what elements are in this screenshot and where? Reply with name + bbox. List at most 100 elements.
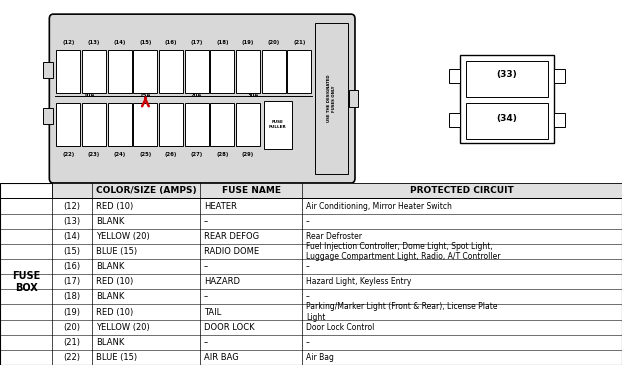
- Text: BLANK: BLANK: [96, 217, 124, 226]
- Text: –: –: [306, 262, 310, 271]
- Bar: [52, 182, 622, 199]
- Text: (27): (27): [190, 152, 203, 157]
- Text: PROTECTED CIRCUIT: PROTECTED CIRCUIT: [410, 186, 514, 195]
- Text: Rear Defroster: Rear Defroster: [306, 232, 362, 241]
- Bar: [108, 50, 132, 93]
- Text: (29): (29): [242, 152, 254, 157]
- Text: TAIL: TAIL: [204, 307, 221, 316]
- Bar: [236, 103, 260, 146]
- Bar: [82, 50, 106, 93]
- Text: YELLOW (20): YELLOW (20): [96, 323, 150, 332]
- Text: (18): (18): [216, 40, 229, 45]
- Bar: [287, 50, 312, 93]
- Text: HEATER: HEATER: [204, 201, 237, 211]
- Bar: [262, 50, 286, 93]
- Text: BLUE (15): BLUE (15): [96, 353, 137, 362]
- Text: FUSE
PULLER: FUSE PULLER: [269, 120, 287, 129]
- Bar: [315, 23, 348, 174]
- Text: BLANK: BLANK: [96, 338, 124, 347]
- Text: (12): (12): [62, 40, 75, 45]
- Text: Fuel Injection Controller, Dome Light, Spot Light,
Luggage Compartment Light, Ra: Fuel Injection Controller, Dome Light, S…: [306, 242, 501, 261]
- Bar: [159, 50, 183, 93]
- Text: (17): (17): [63, 277, 81, 286]
- Text: YELLOW (20): YELLOW (20): [96, 232, 150, 241]
- FancyBboxPatch shape: [49, 14, 355, 183]
- Text: (26): (26): [165, 152, 177, 157]
- Bar: [554, 113, 565, 127]
- Text: –: –: [204, 262, 208, 271]
- Text: 30A: 30A: [248, 93, 259, 98]
- Text: 15A: 15A: [140, 93, 151, 98]
- Bar: [554, 69, 565, 83]
- Bar: [57, 50, 80, 93]
- Text: (22): (22): [63, 353, 80, 362]
- Text: BLANK: BLANK: [96, 262, 124, 271]
- Text: (13): (13): [88, 40, 100, 45]
- Text: REAR DEFOG: REAR DEFOG: [204, 232, 259, 241]
- Text: (25): (25): [139, 152, 152, 157]
- Text: BLANK: BLANK: [96, 292, 124, 301]
- Text: Hazard Light, Keyless Entry: Hazard Light, Keyless Entry: [306, 277, 411, 286]
- Text: (20): (20): [63, 323, 80, 332]
- Bar: [159, 103, 183, 146]
- Text: (19): (19): [63, 307, 80, 316]
- Text: FUSE
BOX: FUSE BOX: [12, 271, 40, 292]
- Text: AIR BAG: AIR BAG: [204, 353, 239, 362]
- Bar: [82, 103, 106, 146]
- Text: RED (10): RED (10): [96, 201, 133, 211]
- Text: (20): (20): [267, 40, 280, 45]
- Text: (34): (34): [496, 114, 518, 123]
- Bar: [466, 103, 548, 139]
- Bar: [466, 61, 548, 97]
- Text: Door Lock Control: Door Lock Control: [306, 323, 374, 332]
- Bar: [185, 103, 209, 146]
- Text: Air Bag: Air Bag: [306, 353, 334, 362]
- Text: –: –: [306, 338, 310, 347]
- Text: (15): (15): [139, 40, 152, 45]
- Text: (14): (14): [114, 40, 126, 45]
- Text: FUSE NAME: FUSE NAME: [221, 186, 281, 195]
- Text: (14): (14): [63, 232, 80, 241]
- Text: RADIO DOME: RADIO DOME: [204, 247, 259, 256]
- Text: (18): (18): [63, 292, 81, 301]
- Bar: [210, 103, 234, 146]
- Text: USE THE DESIGNATED
FUSES ONLY: USE THE DESIGNATED FUSES ONLY: [327, 75, 335, 122]
- Bar: [185, 50, 209, 93]
- Text: (21): (21): [293, 40, 305, 45]
- Text: (22): (22): [62, 152, 75, 157]
- Text: RED (10): RED (10): [96, 277, 133, 286]
- Bar: [57, 103, 80, 146]
- Text: COLOR/SIZE (AMPS): COLOR/SIZE (AMPS): [96, 186, 197, 195]
- Bar: [349, 90, 358, 107]
- Bar: [449, 113, 460, 127]
- Text: –: –: [306, 217, 310, 226]
- Bar: [108, 103, 132, 146]
- Text: (28): (28): [216, 152, 229, 157]
- Text: (13): (13): [63, 217, 81, 226]
- Bar: [133, 50, 157, 93]
- Text: (17): (17): [190, 40, 203, 45]
- Text: DOOR LOCK: DOOR LOCK: [204, 323, 254, 332]
- Text: (12): (12): [63, 201, 80, 211]
- Text: –: –: [306, 292, 310, 301]
- Text: RED (10): RED (10): [96, 307, 133, 316]
- Text: (23): (23): [88, 152, 100, 157]
- Text: (21): (21): [63, 338, 80, 347]
- Text: BLUE (15): BLUE (15): [96, 247, 137, 256]
- Text: 20A: 20A: [191, 93, 202, 98]
- Bar: [44, 108, 53, 124]
- Text: (16): (16): [165, 40, 177, 45]
- Text: 10A: 10A: [83, 93, 95, 98]
- Bar: [460, 55, 554, 143]
- Text: Parking/Marker Light (Front & Rear), License Plate
Light: Parking/Marker Light (Front & Rear), Lic…: [306, 302, 498, 322]
- Bar: [236, 50, 260, 93]
- Text: HAZARD: HAZARD: [204, 277, 240, 286]
- Text: Air Conditioning, Mirror Heater Switch: Air Conditioning, Mirror Heater Switch: [306, 201, 452, 211]
- Bar: [133, 103, 157, 146]
- Bar: [44, 62, 53, 78]
- Bar: [210, 50, 234, 93]
- Text: (19): (19): [242, 40, 254, 45]
- Text: –: –: [204, 338, 208, 347]
- Text: –: –: [204, 217, 208, 226]
- Text: (24): (24): [114, 152, 126, 157]
